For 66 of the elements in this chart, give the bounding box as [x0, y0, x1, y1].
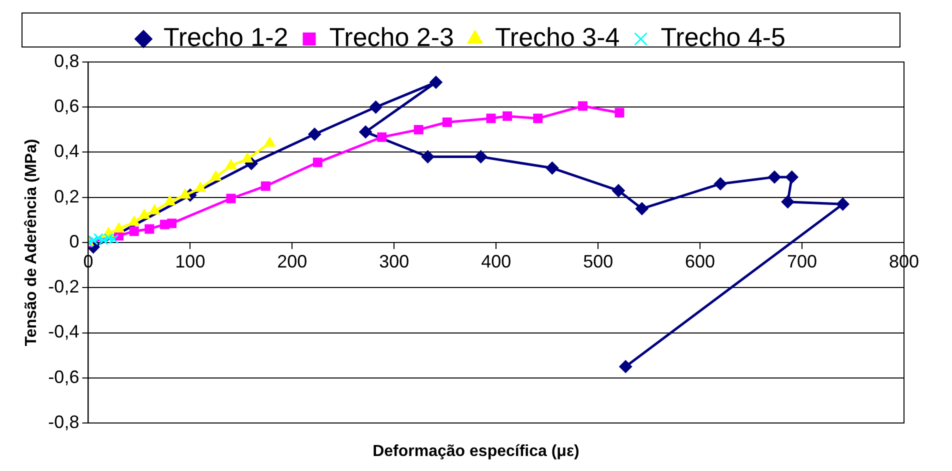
point: [179, 188, 191, 199]
point: [312, 158, 322, 168]
point: [414, 124, 424, 134]
point: [129, 226, 139, 236]
legend-label: Trecho 3-4: [495, 22, 620, 52]
y-tick-label: 0,2: [54, 186, 80, 206]
point: [210, 170, 222, 181]
point: [836, 198, 850, 211]
point: [260, 181, 270, 191]
y-tick-label: -0,8: [48, 412, 80, 432]
point: [359, 125, 372, 138]
y-tick-label: -0,4: [48, 322, 80, 342]
point: [369, 100, 382, 114]
y-tick-label: 0: [69, 231, 80, 252]
x-tick-label: 300: [379, 251, 410, 272]
point: [226, 194, 236, 204]
x-tick-label: 400: [481, 251, 512, 272]
x-tick-label: 100: [175, 251, 206, 272]
point: [442, 118, 452, 127]
point: [714, 177, 727, 190]
x-tick-label: 700: [787, 251, 818, 272]
point: [144, 224, 154, 234]
point: [486, 114, 496, 124]
point: [242, 152, 253, 163]
point: [546, 162, 559, 175]
y-tick-label: -0,2: [48, 276, 80, 297]
x-tick-label: 200: [277, 251, 308, 272]
point: [113, 222, 125, 232]
point: [98, 235, 109, 246]
y-axis-title: Tensão de Aderência (MPa): [23, 138, 40, 346]
point: [781, 195, 794, 208]
point: [619, 360, 632, 374]
x-tick-label: 500: [583, 251, 614, 272]
point: [138, 208, 150, 219]
point: [194, 182, 206, 192]
x-tick-label: 600: [685, 251, 716, 272]
x-axis-title: Deformação específica (με): [372, 443, 580, 461]
point: [635, 202, 648, 216]
point: [104, 232, 114, 243]
point: [148, 204, 160, 214]
point: [612, 184, 625, 198]
point: [785, 170, 798, 184]
point: [164, 195, 176, 206]
point: [421, 150, 434, 164]
point: [128, 216, 140, 226]
point: [768, 170, 781, 184]
point: [502, 111, 512, 121]
y-tick-label: 0,6: [54, 96, 80, 116]
point: [264, 136, 276, 147]
point: [377, 132, 387, 142]
point: [614, 108, 624, 118]
y-tick-label: 0,8: [54, 50, 80, 71]
point: [108, 234, 119, 244]
point: [474, 150, 488, 164]
point: [225, 159, 237, 170]
point: [308, 128, 322, 141]
legend-label: Trecho 1-2: [163, 22, 288, 52]
y-tick-label: -0,6: [48, 366, 80, 387]
legend-label: Trecho 4-5: [660, 22, 786, 52]
legend-label: Trecho 2-3: [329, 22, 454, 52]
point: [578, 101, 588, 111]
point: [533, 114, 543, 124]
point: [429, 76, 442, 89]
point: [167, 218, 177, 228]
y-tick-label: 0,4: [54, 141, 80, 162]
point: [93, 232, 104, 243]
